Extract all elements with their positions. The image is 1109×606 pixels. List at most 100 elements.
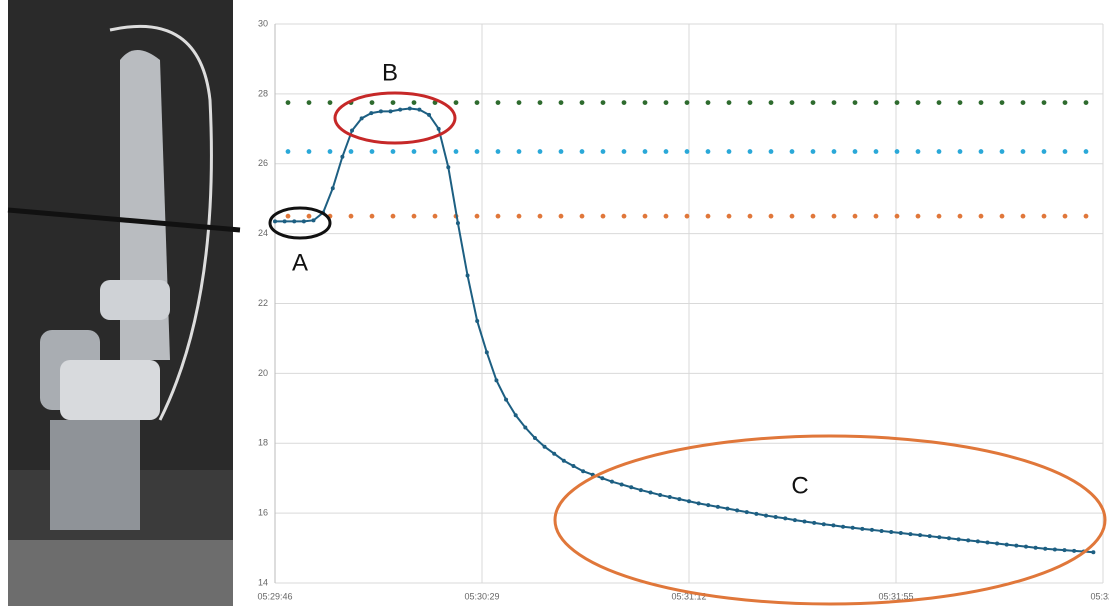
annotation-ellipse: [555, 436, 1105, 604]
reference-dot: [454, 100, 459, 105]
data-point: [870, 528, 874, 532]
reference-dot: [643, 214, 648, 219]
reference-dot: [832, 100, 837, 105]
reference-dot: [937, 149, 942, 154]
data-point: [880, 529, 884, 533]
data-point: [446, 165, 450, 169]
reference-dot: [559, 149, 564, 154]
photo: [8, 0, 240, 606]
annotation-ellipse: [335, 93, 455, 143]
reference-dot: [685, 100, 690, 105]
reference-dot: [958, 214, 963, 219]
data-point: [648, 491, 652, 495]
reference-dot: [916, 149, 921, 154]
data-point: [976, 539, 980, 543]
data-point: [331, 186, 335, 190]
reference-dot: [601, 214, 606, 219]
reference-dot: [853, 149, 858, 154]
reference-dot: [748, 149, 753, 154]
reference-dot: [1000, 100, 1005, 105]
data-point: [928, 534, 932, 538]
data-point: [523, 426, 527, 430]
x-tick-label: 05:29:46: [257, 591, 292, 601]
reference-dot: [496, 214, 501, 219]
data-point: [1091, 550, 1095, 554]
reference-dot: [286, 149, 291, 154]
reference-dot: [475, 214, 480, 219]
x-tick-label: 05:30:29: [464, 591, 499, 601]
reference-dot: [811, 100, 816, 105]
reference-dot: [811, 149, 816, 154]
data-point: [475, 319, 479, 323]
reference-dot: [580, 149, 585, 154]
data-point: [302, 219, 306, 223]
reference-dot: [916, 100, 921, 105]
reference-dot: [979, 100, 984, 105]
data-point: [466, 274, 470, 278]
reference-dot: [727, 149, 732, 154]
y-tick-label: 30: [258, 18, 268, 28]
reference-dot: [664, 214, 669, 219]
data-point: [716, 505, 720, 509]
data-point: [658, 493, 662, 497]
reference-dot: [433, 214, 438, 219]
reference-dot: [1084, 100, 1089, 105]
reference-dot: [895, 214, 900, 219]
reference-dot: [706, 214, 711, 219]
data-point: [1024, 545, 1028, 549]
reference-dot: [349, 149, 354, 154]
data-point: [360, 116, 364, 120]
data-point: [514, 413, 518, 417]
reference-dot: [1063, 100, 1068, 105]
reference-dot: [832, 214, 837, 219]
reference-dot: [559, 100, 564, 105]
reference-dot: [895, 100, 900, 105]
reference-dot: [643, 149, 648, 154]
reference-dot: [769, 100, 774, 105]
reference-dot: [391, 100, 396, 105]
reference-dot: [727, 100, 732, 105]
reference-dot: [979, 214, 984, 219]
reference-dot: [307, 100, 312, 105]
reference-dot: [748, 214, 753, 219]
reference-dot: [328, 149, 333, 154]
data-point: [908, 532, 912, 536]
data-point: [273, 219, 277, 223]
y-tick-label: 16: [258, 508, 268, 518]
reference-dot: [286, 214, 291, 219]
y-tick-label: 22: [258, 298, 268, 308]
data-point: [1062, 548, 1066, 552]
reference-dot: [601, 149, 606, 154]
reference-dot: [1021, 214, 1026, 219]
y-tick-label: 14: [258, 577, 268, 587]
reference-dot: [496, 149, 501, 154]
reference-dot: [349, 214, 354, 219]
reference-dot: [664, 100, 669, 105]
data-point: [966, 538, 970, 542]
reference-dot: [412, 149, 417, 154]
reference-dot: [307, 149, 312, 154]
reference-dot: [580, 100, 585, 105]
reference-dot: [769, 214, 774, 219]
reference-dot: [622, 100, 627, 105]
data-point: [340, 155, 344, 159]
reference-dot: [853, 214, 858, 219]
reference-dot: [1021, 100, 1026, 105]
reference-dot: [517, 100, 522, 105]
data-point: [1005, 543, 1009, 547]
reference-dot: [706, 149, 711, 154]
data-point: [1034, 546, 1038, 550]
data-point: [562, 459, 566, 463]
reference-dot: [1000, 214, 1005, 219]
data-point: [398, 108, 402, 112]
data-point: [1043, 547, 1047, 551]
data-point: [571, 464, 575, 468]
data-point: [841, 525, 845, 529]
reference-dot: [1042, 149, 1047, 154]
data-point: [812, 521, 816, 525]
reference-dot: [853, 100, 858, 105]
data-point: [389, 109, 393, 113]
annotation-label: A: [292, 249, 308, 276]
reference-dot: [1063, 214, 1068, 219]
